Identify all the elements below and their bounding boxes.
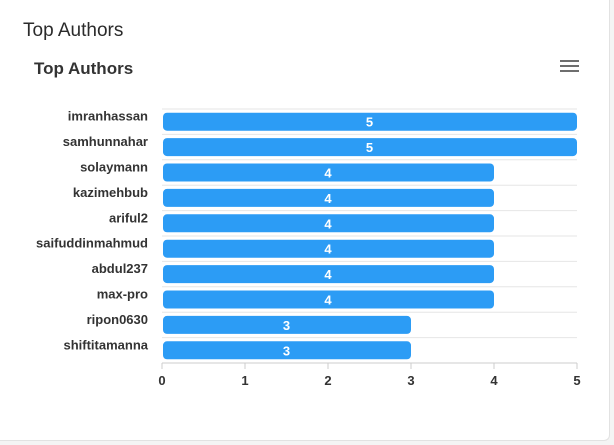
x-tick-label: 3: [407, 373, 414, 388]
category-label: solaymann: [80, 160, 148, 175]
data-label: 5: [366, 140, 373, 155]
category-label: saifuddinmahmud: [36, 236, 148, 251]
chart-title: Top Authors: [34, 59, 134, 78]
data-label: 4: [324, 191, 332, 206]
category-label: ariful2: [109, 210, 148, 225]
category-label: shiftitamanna: [63, 337, 148, 352]
bar: [163, 112, 577, 131]
x-tick-label: 0: [158, 373, 165, 388]
card-title: Top Authors: [23, 20, 124, 41]
bar: [163, 239, 494, 258]
category-label: ripon0630: [87, 312, 148, 327]
x-tick-label: 4: [490, 373, 498, 388]
data-label: 4: [324, 216, 332, 231]
data-label: 3: [283, 343, 290, 358]
data-label: 4: [324, 267, 332, 282]
category-label: max-pro: [97, 287, 148, 302]
data-label: 4: [324, 293, 332, 308]
bar: [163, 341, 411, 360]
x-tick-label: 1: [241, 373, 248, 388]
category-label: abdul237: [92, 261, 148, 276]
category-label: kazimehbub: [73, 185, 148, 200]
data-label: 4: [324, 242, 332, 257]
x-tick-label: 5: [573, 373, 580, 388]
hamburger-menu-icon[interactable]: [560, 60, 579, 74]
data-label: 5: [366, 115, 373, 130]
category-label: imranhassan: [68, 109, 148, 124]
category-label: samhunnahar: [63, 134, 148, 149]
data-label: 4: [324, 166, 332, 181]
bar: [163, 138, 577, 157]
data-label: 3: [283, 318, 290, 333]
bar: [163, 290, 494, 309]
bar: [163, 265, 494, 284]
bar: [163, 214, 494, 233]
bar: [163, 163, 494, 182]
bar: [163, 188, 494, 207]
x-tick-label: 2: [324, 373, 331, 388]
bar: [163, 315, 411, 334]
